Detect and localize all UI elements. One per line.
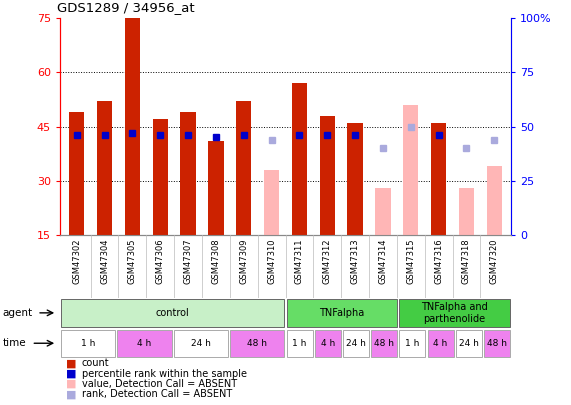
Text: GSM47302: GSM47302 xyxy=(72,238,81,284)
Bar xyxy=(399,299,510,327)
Bar xyxy=(97,101,112,235)
Text: ■: ■ xyxy=(66,358,76,368)
Bar xyxy=(320,116,335,235)
Text: 4 h: 4 h xyxy=(138,339,152,348)
Text: 4 h: 4 h xyxy=(433,339,448,348)
Text: GDS1289 / 34956_at: GDS1289 / 34956_at xyxy=(57,1,195,14)
Bar xyxy=(124,18,140,235)
Text: GSM47305: GSM47305 xyxy=(128,238,137,284)
Bar xyxy=(484,330,510,357)
Text: 1 h: 1 h xyxy=(292,339,307,348)
Bar xyxy=(456,330,482,357)
Bar xyxy=(403,105,419,235)
Bar xyxy=(174,330,228,357)
Text: ■: ■ xyxy=(66,369,76,379)
Bar xyxy=(152,119,168,235)
Text: 48 h: 48 h xyxy=(487,339,507,348)
Bar xyxy=(208,141,223,235)
Text: GSM47320: GSM47320 xyxy=(490,238,499,284)
Text: 24 h: 24 h xyxy=(191,339,211,348)
Text: GSM47307: GSM47307 xyxy=(183,238,192,284)
Bar xyxy=(486,166,502,235)
Text: GSM47318: GSM47318 xyxy=(462,238,471,284)
Text: 48 h: 48 h xyxy=(247,339,267,348)
Text: TNFalpha: TNFalpha xyxy=(319,308,364,318)
Bar xyxy=(61,299,284,327)
Text: percentile rank within the sample: percentile rank within the sample xyxy=(82,369,247,379)
Text: 1 h: 1 h xyxy=(405,339,420,348)
Text: time: time xyxy=(3,338,26,348)
Bar xyxy=(287,330,312,357)
Text: rank, Detection Call = ABSENT: rank, Detection Call = ABSENT xyxy=(82,389,232,399)
Text: GSM47311: GSM47311 xyxy=(295,238,304,284)
Text: 24 h: 24 h xyxy=(459,339,478,348)
Text: control: control xyxy=(156,308,190,318)
Text: ■: ■ xyxy=(66,389,76,399)
Bar xyxy=(403,112,419,235)
Bar xyxy=(343,330,369,357)
Text: GSM47306: GSM47306 xyxy=(156,238,164,284)
Text: ■: ■ xyxy=(66,379,76,389)
Bar xyxy=(236,101,251,235)
Text: GSM47316: GSM47316 xyxy=(434,238,443,284)
Bar xyxy=(459,188,474,235)
Text: agent: agent xyxy=(3,308,33,318)
Bar xyxy=(428,330,453,357)
Bar xyxy=(292,83,307,235)
Text: 4 h: 4 h xyxy=(321,339,335,348)
Bar xyxy=(180,112,196,235)
Bar xyxy=(375,188,391,235)
Text: GSM47315: GSM47315 xyxy=(407,238,415,284)
Text: GSM47309: GSM47309 xyxy=(239,238,248,284)
Text: value, Detection Call = ABSENT: value, Detection Call = ABSENT xyxy=(82,379,237,389)
Text: GSM47304: GSM47304 xyxy=(100,238,109,284)
Bar xyxy=(61,330,115,357)
Text: TNFalpha and
parthenolide: TNFalpha and parthenolide xyxy=(421,302,488,324)
Bar xyxy=(315,330,341,357)
Bar xyxy=(348,123,363,235)
Bar xyxy=(118,330,172,357)
Bar xyxy=(69,112,85,235)
Text: GSM47308: GSM47308 xyxy=(211,238,220,284)
Bar xyxy=(399,330,425,357)
Text: GSM47312: GSM47312 xyxy=(323,238,332,284)
Text: GSM47313: GSM47313 xyxy=(351,238,360,284)
Text: GSM47310: GSM47310 xyxy=(267,238,276,284)
Text: GSM47314: GSM47314 xyxy=(379,238,388,284)
Text: 48 h: 48 h xyxy=(374,339,394,348)
Text: 1 h: 1 h xyxy=(81,339,95,348)
Bar xyxy=(230,330,284,357)
Text: count: count xyxy=(82,358,109,368)
Text: 24 h: 24 h xyxy=(346,339,366,348)
Bar xyxy=(287,299,397,327)
Bar xyxy=(264,170,279,235)
Bar xyxy=(371,330,397,357)
Bar xyxy=(431,123,447,235)
